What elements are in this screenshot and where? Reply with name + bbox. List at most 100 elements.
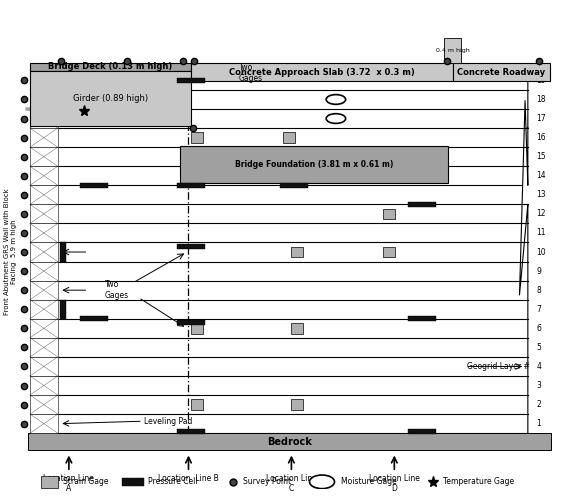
Bar xyxy=(177,320,205,325)
Bar xyxy=(291,399,303,410)
Text: Location Line
A: Location Line A xyxy=(43,474,94,493)
Bar xyxy=(191,399,203,410)
Bar xyxy=(408,429,436,435)
Bar xyxy=(30,71,58,90)
Text: 19: 19 xyxy=(536,76,546,85)
Bar xyxy=(30,63,191,71)
Text: 0.4 m high: 0.4 m high xyxy=(436,48,469,53)
Text: 6: 6 xyxy=(536,324,541,333)
Bar xyxy=(58,243,528,261)
Bar xyxy=(28,433,551,450)
Text: 1.35 m: 1.35 m xyxy=(105,108,133,117)
Bar xyxy=(30,205,58,224)
Text: 9: 9 xyxy=(536,266,541,275)
Bar xyxy=(191,63,452,81)
Text: Girder (0.89 high): Girder (0.89 high) xyxy=(73,94,148,103)
Bar xyxy=(30,90,58,109)
Bar xyxy=(191,323,203,334)
Bar xyxy=(80,183,108,188)
Text: 5: 5 xyxy=(536,343,541,352)
Bar xyxy=(30,414,58,433)
Text: 12: 12 xyxy=(536,210,546,219)
Text: 13: 13 xyxy=(536,190,546,199)
Text: Concrete Approach Slab (3.72  x 0.3 m): Concrete Approach Slab (3.72 x 0.3 m) xyxy=(229,67,415,76)
Bar xyxy=(452,63,550,81)
Bar xyxy=(30,185,58,205)
Bar xyxy=(80,316,108,321)
Bar xyxy=(58,90,528,109)
Bar xyxy=(30,109,58,128)
Bar xyxy=(41,476,58,488)
Bar xyxy=(122,478,144,486)
Bar xyxy=(58,224,528,243)
Bar xyxy=(283,132,295,143)
Text: Survey Point: Survey Point xyxy=(243,478,291,487)
Bar xyxy=(60,299,67,319)
Bar xyxy=(58,147,528,166)
Ellipse shape xyxy=(310,475,334,489)
Text: Leveling Pad: Leveling Pad xyxy=(144,417,192,426)
Text: 1: 1 xyxy=(536,419,541,428)
Text: 18: 18 xyxy=(536,95,546,104)
Bar xyxy=(58,166,528,185)
Text: 2: 2 xyxy=(536,400,541,409)
Bar xyxy=(177,183,205,188)
Text: Bridge Foundation (3.81 m x 0.61 m): Bridge Foundation (3.81 m x 0.61 m) xyxy=(235,160,393,169)
Bar xyxy=(58,395,528,414)
Bar xyxy=(30,300,58,319)
Bar xyxy=(30,147,58,166)
Bar xyxy=(408,202,436,207)
Bar xyxy=(58,300,528,319)
Bar xyxy=(177,244,205,249)
Bar xyxy=(30,319,58,338)
Bar xyxy=(30,261,58,280)
Bar xyxy=(291,247,303,257)
Bar xyxy=(30,71,191,126)
Bar xyxy=(291,323,303,334)
Bar xyxy=(58,376,528,395)
Text: 17: 17 xyxy=(536,114,546,123)
Text: Temperature Gage: Temperature Gage xyxy=(443,478,514,487)
Text: Two
Gages: Two Gages xyxy=(239,63,263,83)
Bar xyxy=(30,128,58,147)
Text: 10: 10 xyxy=(536,248,546,256)
Bar xyxy=(280,183,308,188)
Text: 3: 3 xyxy=(536,381,541,390)
Text: Location Line
C: Location Line C xyxy=(266,474,317,493)
Bar xyxy=(30,224,58,243)
Bar xyxy=(58,280,528,300)
Text: 16: 16 xyxy=(536,133,546,142)
Bar xyxy=(58,357,528,376)
Text: Bedrock: Bedrock xyxy=(267,437,312,447)
Bar xyxy=(180,146,448,183)
Bar xyxy=(58,128,528,147)
Text: Strain Gage: Strain Gage xyxy=(63,478,109,487)
Ellipse shape xyxy=(326,95,346,104)
Bar xyxy=(58,261,528,280)
Bar xyxy=(58,319,528,338)
Bar xyxy=(30,243,58,261)
Text: 15: 15 xyxy=(536,152,546,161)
Text: Front Abutment GRS Wall with Block
Facing  5.9 m high: Front Abutment GRS Wall with Block Facin… xyxy=(4,189,17,315)
Text: 8: 8 xyxy=(536,285,541,295)
Bar xyxy=(30,395,58,414)
Text: 4: 4 xyxy=(536,362,541,371)
Text: Pressure Cell: Pressure Cell xyxy=(148,478,198,487)
Ellipse shape xyxy=(326,114,346,123)
Text: 7: 7 xyxy=(536,305,541,314)
Bar xyxy=(30,280,58,300)
Bar xyxy=(177,78,205,83)
Text: Location Line
D: Location Line D xyxy=(369,474,420,493)
Bar xyxy=(444,38,461,63)
Bar xyxy=(58,414,528,433)
Text: Two
Gages: Two Gages xyxy=(105,280,129,300)
Bar xyxy=(30,376,58,395)
Bar xyxy=(58,205,528,224)
Text: Moisture Gage: Moisture Gage xyxy=(341,478,397,487)
Bar xyxy=(58,109,528,128)
Bar xyxy=(58,338,528,357)
Bar xyxy=(30,338,58,357)
Bar xyxy=(382,247,395,257)
Text: Concrete Roadway: Concrete Roadway xyxy=(457,67,545,76)
Text: Geogrid Layer #: Geogrid Layer # xyxy=(466,362,530,371)
